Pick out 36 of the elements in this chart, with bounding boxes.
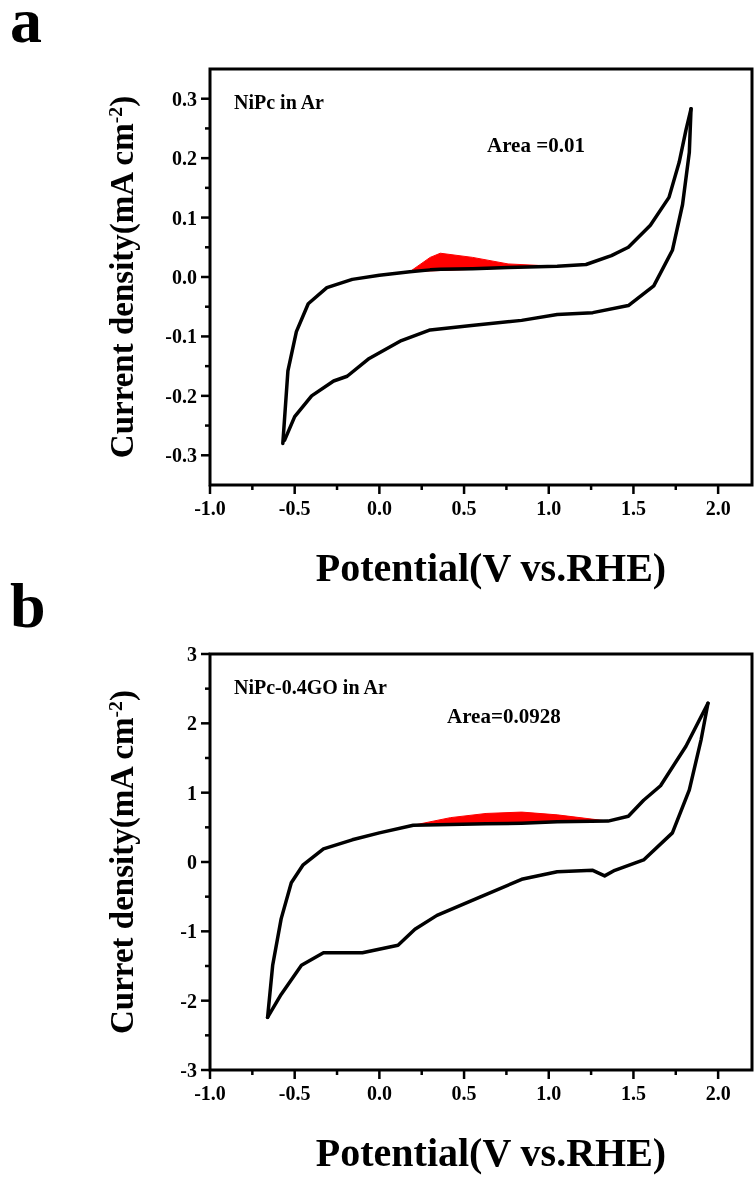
x-tick-label: -1.0 bbox=[194, 497, 226, 519]
annotation: NiPc-0.4GO in Ar bbox=[234, 676, 387, 698]
x-tick-label: 0.5 bbox=[451, 497, 477, 519]
x-tick-label: -1.0 bbox=[194, 1082, 226, 1104]
annotation: Area=0.0928 bbox=[447, 704, 561, 728]
chart-title: a bbox=[10, 0, 42, 56]
x-tick-label: -0.5 bbox=[278, 1082, 311, 1104]
y-tick-label: -3 bbox=[180, 1059, 197, 1081]
annotation: NiPc in Ar bbox=[234, 91, 325, 113]
x-tick-label: 0.0 bbox=[366, 497, 392, 519]
y-tick-label: -1 bbox=[180, 920, 197, 943]
x-axis-title: Potential(V vs.RHE) bbox=[315, 545, 667, 590]
x-axis-title: Potential(V vs.RHE) bbox=[315, 1130, 667, 1175]
x-tick-label: 0.5 bbox=[451, 1082, 477, 1104]
y-tick-label: 0.0 bbox=[172, 266, 197, 288]
x-tick-label: 2.0 bbox=[705, 1082, 731, 1104]
x-tick-label: 1.0 bbox=[536, 497, 562, 519]
x-tick-label: 1.5 bbox=[620, 497, 646, 519]
y-tick-label: -0.1 bbox=[165, 325, 197, 348]
y-tick-label: 0.2 bbox=[172, 147, 197, 170]
y-tick-label: 2 bbox=[187, 712, 197, 735]
x-tick-label: 0.0 bbox=[366, 1082, 392, 1104]
y-tick-label: 1 bbox=[187, 781, 197, 804]
y-tick-label: -0.2 bbox=[165, 384, 197, 407]
x-tick-label: 2.0 bbox=[705, 497, 731, 519]
y-tick-label: -0.3 bbox=[165, 444, 197, 467]
x-tick-label: 1.5 bbox=[620, 1082, 646, 1104]
y-tick-label: 0 bbox=[187, 851, 197, 873]
x-tick-label: -0.5 bbox=[278, 497, 311, 519]
y-tick-label: 3 bbox=[187, 643, 197, 665]
chart-title: b bbox=[10, 570, 46, 641]
y-tick-label: 0.1 bbox=[172, 206, 197, 229]
x-tick-label: 1.0 bbox=[536, 1082, 562, 1104]
y-tick-label: 0.3 bbox=[172, 87, 197, 110]
y-tick-label: -2 bbox=[180, 989, 197, 1012]
annotation: Area =0.01 bbox=[487, 133, 585, 157]
